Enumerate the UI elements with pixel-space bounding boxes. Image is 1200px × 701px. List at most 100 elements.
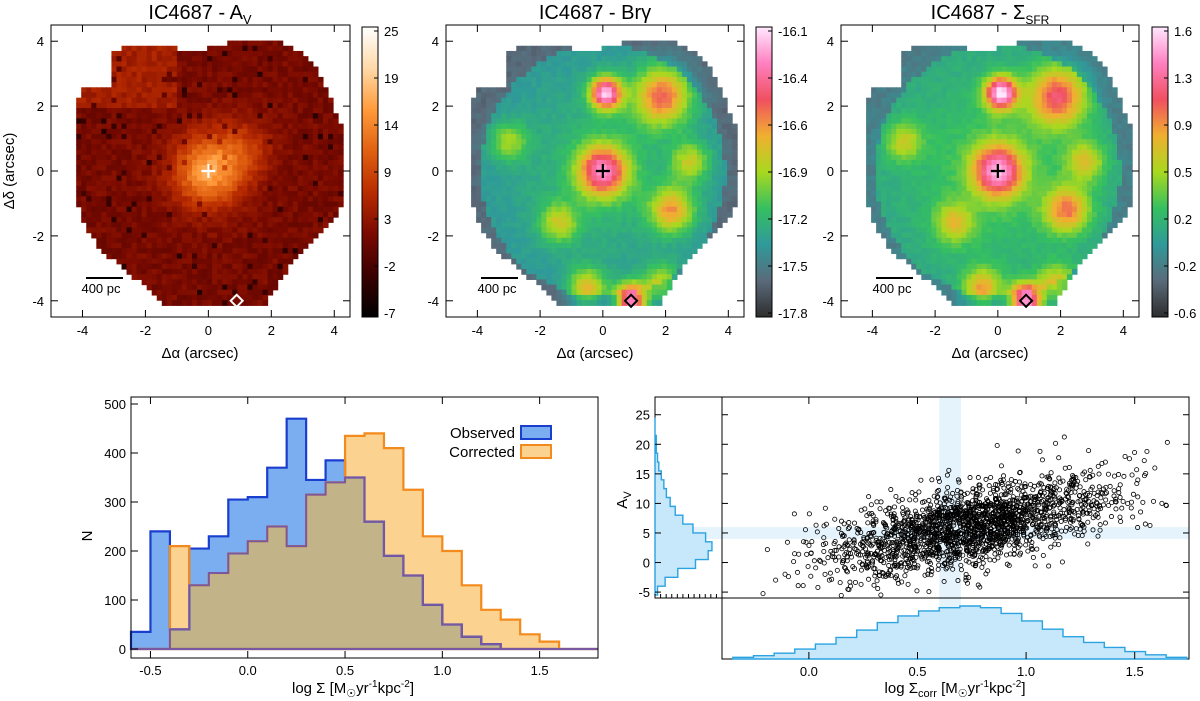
- scatter-point: [914, 565, 920, 571]
- scatter-point: [1044, 495, 1050, 501]
- y-tick-label: 0: [827, 164, 834, 179]
- scatter-point: [843, 540, 849, 546]
- scatter-point: [1058, 510, 1064, 516]
- scatter-point: [946, 467, 952, 473]
- scatter-point: [870, 560, 876, 566]
- scatter-point: [1016, 513, 1022, 519]
- scatter-point: [888, 532, 894, 538]
- scatter-point: [849, 554, 855, 560]
- scatter-point: [1012, 519, 1018, 525]
- scatter-point: [808, 550, 814, 556]
- scatter-point: [994, 487, 1000, 493]
- scatter-point: [1093, 513, 1099, 519]
- scatter-point: [918, 477, 924, 483]
- x-tick-label: 1.0: [433, 663, 451, 678]
- scatter-point: [1080, 509, 1086, 515]
- scatter-point: [887, 505, 893, 511]
- scatter-point: [1095, 489, 1101, 495]
- scatter-point: [1144, 448, 1150, 454]
- x-tick-label: 1.5: [1126, 664, 1144, 679]
- scatter-point: [876, 543, 882, 549]
- scatter-point: [1098, 495, 1104, 501]
- scatter-point: [1103, 484, 1109, 490]
- scatter-point: [1090, 527, 1096, 533]
- scatter-point: [967, 475, 973, 481]
- scatter-point: [1065, 488, 1071, 494]
- scatter-point: [943, 530, 949, 536]
- scatter-point: [935, 544, 941, 550]
- scatter-point: [900, 505, 906, 511]
- scatter-point: [1052, 541, 1058, 547]
- scatter-point: [877, 535, 883, 541]
- scatter-point: [910, 564, 916, 570]
- scatter-point: [1016, 507, 1022, 513]
- scatter-point: [1051, 530, 1057, 536]
- scatter-point: [962, 537, 968, 543]
- scatter-point: [796, 551, 802, 557]
- scatter-point: [965, 516, 971, 522]
- scatter-point: [1135, 494, 1141, 500]
- scatter-point: [866, 494, 872, 500]
- xlabel-av: Δα (arcsec): [161, 345, 238, 362]
- scalebar-label-brg: 400 pc: [477, 281, 517, 296]
- scatter-point: [996, 497, 1002, 503]
- scatter-point: [873, 570, 879, 576]
- scatter-point: [1048, 514, 1054, 520]
- scatter-point: [1051, 509, 1057, 515]
- scatter-point: [970, 486, 976, 492]
- scatter-point: [874, 578, 880, 584]
- side-hist: [654, 417, 713, 596]
- scatter-point: [841, 533, 847, 539]
- scatter-point: [1054, 527, 1060, 533]
- scatter-point: [944, 565, 950, 571]
- scatter-point: [873, 538, 879, 544]
- scatter-point: [846, 537, 852, 543]
- scatter-point: [960, 521, 966, 527]
- scatter-point: [846, 524, 852, 530]
- scatter-point: [1083, 477, 1089, 483]
- scatter-point: [866, 511, 872, 517]
- scatter-point: [908, 525, 914, 531]
- scatter-point: [966, 504, 972, 510]
- scatter-point: [1059, 559, 1065, 565]
- colorbar-tick-label: -17.8: [778, 306, 808, 321]
- scatter-point: [1015, 486, 1021, 492]
- scatter-point: [1059, 513, 1065, 519]
- y-tick-label: 100: [104, 593, 126, 608]
- plot-frame: [130, 396, 599, 659]
- scatter-point: [1070, 499, 1076, 505]
- scatter-point: [927, 540, 933, 546]
- scatter-point: [1029, 546, 1035, 552]
- scatter-point: [1048, 470, 1054, 476]
- scatter-point: [1108, 514, 1114, 520]
- scatter-point: [946, 520, 952, 526]
- scatter-point: [760, 591, 766, 597]
- scatter-point: [1032, 563, 1038, 569]
- scatter-point: [902, 573, 908, 579]
- scatter-point: [785, 574, 791, 580]
- scatter-point: [1028, 510, 1034, 516]
- scatter-point: [1027, 504, 1033, 510]
- scatter-point: [897, 521, 903, 527]
- scatter-point: [1106, 502, 1112, 508]
- scatter-point: [937, 532, 943, 538]
- scatter-point: [990, 523, 996, 529]
- scatter-point: [921, 525, 927, 531]
- scatter-point: [838, 530, 844, 536]
- diamond-marker: [229, 293, 245, 309]
- scatter-point: [991, 557, 997, 563]
- scatter-point: [1113, 506, 1119, 512]
- y-tick-label: 500: [104, 397, 126, 412]
- scatter-point: [890, 516, 896, 522]
- scatter-point: [929, 569, 935, 575]
- scatter-point: [888, 487, 894, 493]
- scatter-point: [936, 547, 942, 553]
- scatter-point: [1031, 483, 1037, 489]
- scatter-point: [949, 532, 955, 538]
- scatter-point: [975, 540, 981, 546]
- scatter-point: [941, 579, 947, 585]
- scatter-point: [1056, 475, 1062, 481]
- scatter-point: [976, 482, 982, 488]
- x-tick-label: 0: [994, 323, 1001, 338]
- scatter-point: [1044, 522, 1050, 528]
